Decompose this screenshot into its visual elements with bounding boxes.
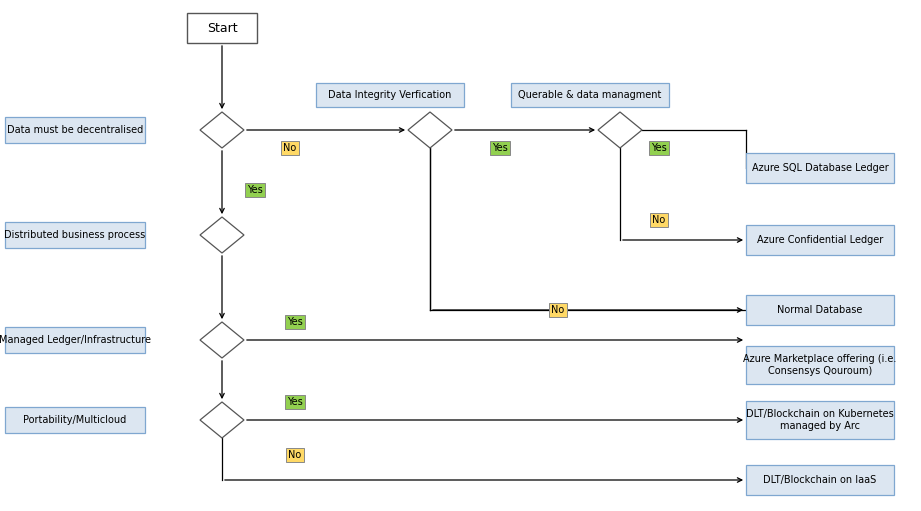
- Text: Yes: Yes: [492, 143, 507, 153]
- Text: No: No: [552, 305, 565, 315]
- Text: Azure SQL Database Ledger: Azure SQL Database Ledger: [752, 163, 889, 173]
- Text: Querable & data managment: Querable & data managment: [519, 90, 661, 100]
- Polygon shape: [200, 112, 244, 148]
- Text: Data must be decentralised: Data must be decentralised: [6, 125, 143, 135]
- Text: Yes: Yes: [651, 143, 667, 153]
- Text: Managed Ledger/Infrastructure: Managed Ledger/Infrastructure: [0, 335, 151, 345]
- FancyBboxPatch shape: [746, 153, 894, 183]
- Text: Portability/Multicloud: Portability/Multicloud: [23, 415, 126, 425]
- Text: DLT/Blockchain on Kubernetes
managed by Arc: DLT/Blockchain on Kubernetes managed by …: [746, 409, 894, 431]
- Polygon shape: [200, 322, 244, 358]
- FancyBboxPatch shape: [511, 83, 669, 107]
- Text: Yes: Yes: [287, 397, 303, 407]
- FancyBboxPatch shape: [5, 407, 145, 433]
- FancyBboxPatch shape: [746, 401, 894, 439]
- FancyBboxPatch shape: [5, 117, 145, 143]
- FancyBboxPatch shape: [5, 222, 145, 248]
- Polygon shape: [598, 112, 642, 148]
- FancyBboxPatch shape: [746, 225, 894, 255]
- FancyBboxPatch shape: [746, 465, 894, 495]
- Text: Start: Start: [206, 21, 238, 35]
- Text: No: No: [284, 143, 297, 153]
- FancyBboxPatch shape: [5, 327, 145, 353]
- Text: Yes: Yes: [247, 185, 262, 195]
- FancyBboxPatch shape: [746, 346, 894, 384]
- FancyBboxPatch shape: [746, 295, 894, 325]
- Polygon shape: [200, 402, 244, 438]
- Text: Normal Database: Normal Database: [777, 305, 863, 315]
- Text: No: No: [288, 450, 301, 460]
- Text: No: No: [652, 215, 666, 225]
- Text: Yes: Yes: [287, 317, 303, 327]
- Text: DLT/Blockchain on IaaS: DLT/Blockchain on IaaS: [764, 475, 877, 485]
- FancyBboxPatch shape: [187, 13, 257, 43]
- Text: Data Integrity Verfication: Data Integrity Verfication: [328, 90, 451, 100]
- Polygon shape: [408, 112, 452, 148]
- Polygon shape: [200, 217, 244, 253]
- Text: Distributed business process: Distributed business process: [5, 230, 146, 240]
- Text: Azure Marketplace offering (i.e.
Consensys Qouroum): Azure Marketplace offering (i.e. Consens…: [743, 354, 897, 376]
- Text: Azure Confidential Ledger: Azure Confidential Ledger: [757, 235, 883, 245]
- FancyBboxPatch shape: [316, 83, 464, 107]
